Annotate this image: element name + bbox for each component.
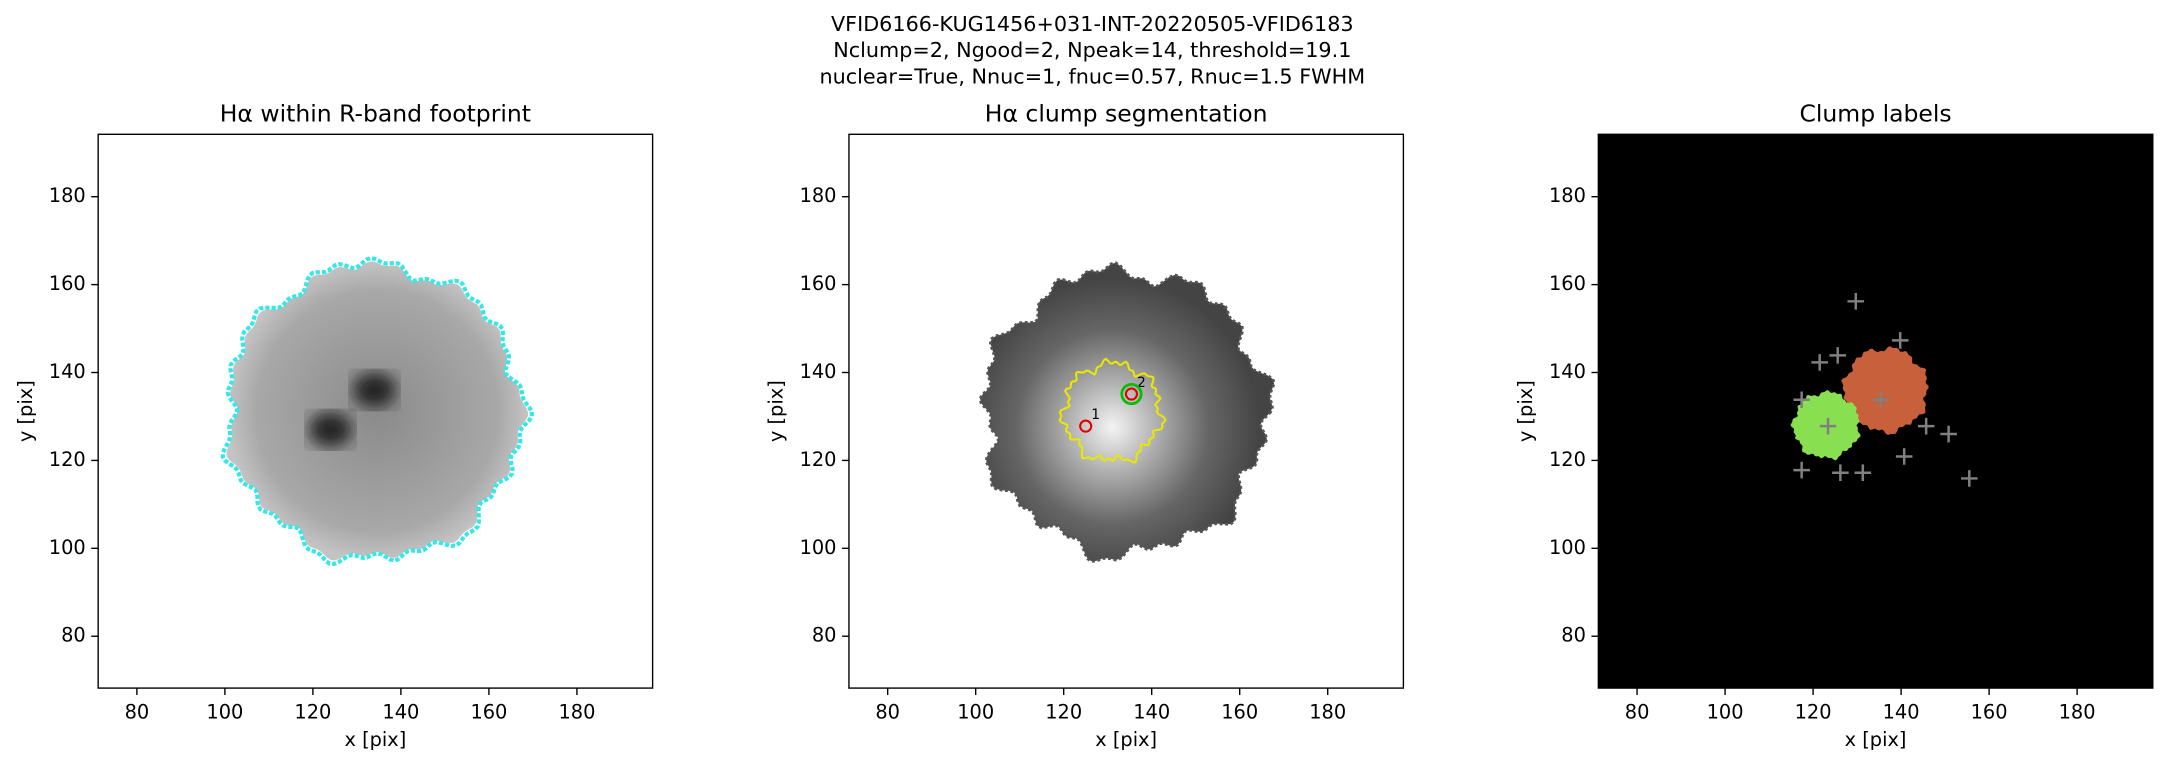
suptitle: Nclump=2, Ngood=2, Npeak=14, threshold=1… — [833, 38, 1351, 62]
peak-marker — [1832, 464, 1849, 482]
axes-frame — [97, 133, 654, 689]
peak-marker — [1847, 293, 1865, 310]
peak-marker — [1829, 347, 1847, 364]
image-area — [220, 256, 534, 566]
image-area: 12 — [978, 261, 1276, 563]
y-tick-label: 80 — [812, 624, 837, 647]
y-tick-label: 80 — [61, 624, 86, 647]
galaxy-image — [978, 261, 1276, 563]
x-tick-label: 160 — [1971, 700, 2008, 723]
peak-marker — [1895, 448, 1913, 465]
clump-label: 2 — [1137, 375, 1146, 391]
y-tick-label: 140 — [49, 360, 86, 383]
peak-marker — [1872, 391, 1890, 409]
x-tick-label: 120 — [294, 700, 331, 723]
y-tick-label: 120 — [49, 448, 86, 471]
y-tick-label: 160 — [49, 272, 86, 295]
axes-title: Clump labels — [1799, 99, 1951, 127]
x-tick-label: 80 — [875, 700, 900, 723]
x-tick-label: 180 — [558, 700, 595, 723]
x-tick-label: 100 — [1707, 700, 1744, 723]
x-tick-label: 120 — [1045, 700, 1082, 723]
y-axis-label: y [pix] — [765, 380, 788, 442]
y-tick-label: 140 — [1549, 360, 1586, 383]
x-axis-label: x [pix] — [344, 728, 406, 751]
image-area — [1598, 134, 2153, 689]
suptitle: VFID6166-KUG1456+031-INT-20220505-VFID61… — [831, 12, 1354, 36]
x-tick-label: 120 — [1795, 700, 1832, 723]
x-tick-label: 100 — [957, 700, 994, 723]
clump-region — [1841, 346, 1929, 436]
x-tick-label: 140 — [382, 700, 419, 723]
clump-marker — [1079, 419, 1093, 433]
peak-marker — [1940, 425, 1957, 443]
x-axis-label: x [pix] — [1845, 728, 1907, 751]
peak-marker — [1854, 464, 1872, 482]
axes-frame — [848, 133, 1405, 689]
axes-frame — [1597, 133, 2154, 689]
y-tick-label: 100 — [1549, 536, 1586, 559]
x-tick-label: 160 — [470, 700, 507, 723]
x-tick-label: 180 — [2059, 700, 2096, 723]
x-tick-label: 180 — [1309, 700, 1346, 723]
y-tick-label: 100 — [49, 536, 86, 559]
y-tick-label: 80 — [1561, 624, 1586, 647]
suptitle: nuclear=True, Nnuc=1, fnuc=0.57, Rnuc=1.… — [819, 65, 1365, 89]
nucleus-marker — [1120, 382, 1143, 406]
x-tick-label: 100 — [206, 700, 243, 723]
clump-marker — [1124, 387, 1139, 401]
dark-core — [308, 412, 353, 448]
galaxy-image — [226, 261, 529, 561]
x-tick-label: 140 — [1883, 700, 1920, 723]
y-tick-label: 160 — [1549, 272, 1586, 295]
peak-marker — [1793, 391, 1810, 409]
footprint-contour — [220, 256, 534, 566]
x-tick-label: 140 — [1133, 700, 1170, 723]
y-tick-label: 180 — [1549, 184, 1586, 207]
y-axis-label: y [pix] — [14, 380, 37, 442]
axes-title: Hα within R-band footprint — [220, 99, 531, 127]
y-tick-label: 120 — [1549, 448, 1586, 471]
x-axis-label: x [pix] — [1095, 728, 1157, 751]
dark-core — [352, 372, 397, 408]
peak-marker — [1811, 354, 1828, 371]
y-tick-label: 180 — [49, 184, 86, 207]
peak-marker — [1917, 417, 1935, 435]
y-tick-label: 160 — [800, 272, 837, 295]
peak-marker — [1793, 461, 1810, 479]
threshold-contour — [1058, 357, 1167, 464]
x-tick-label: 80 — [1625, 700, 1650, 723]
y-tick-label: 100 — [800, 536, 837, 559]
y-tick-label: 180 — [800, 184, 837, 207]
y-tick-label: 120 — [800, 448, 837, 471]
axes-title: Hα clump segmentation — [985, 99, 1268, 127]
x-tick-label: 160 — [1221, 700, 1258, 723]
peak-marker — [1819, 417, 1837, 435]
y-axis-label: y [pix] — [1514, 380, 1537, 442]
y-tick-label: 140 — [800, 360, 837, 383]
peak-marker — [1961, 470, 1978, 487]
x-tick-label: 80 — [125, 700, 150, 723]
peak-marker — [1891, 332, 1909, 349]
clump-label: 1 — [1091, 407, 1100, 423]
